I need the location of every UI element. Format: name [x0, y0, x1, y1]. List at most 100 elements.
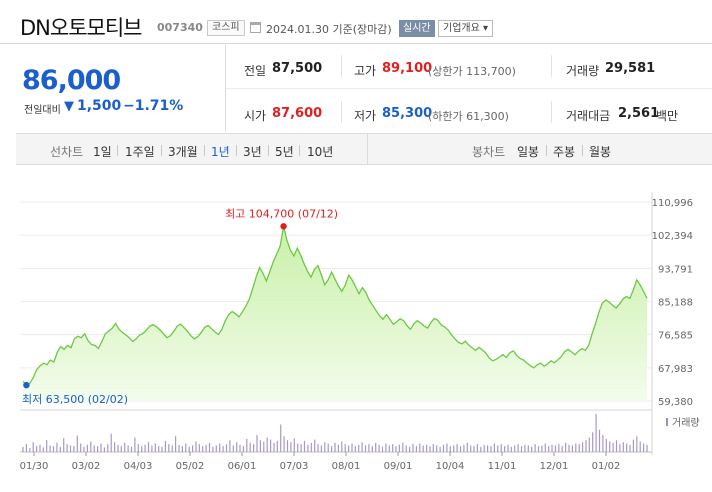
tab-1w[interactable]: 1주일 [125, 145, 155, 159]
volume-bar [171, 445, 173, 452]
volume-bar [405, 445, 407, 452]
volume-bar [25, 444, 27, 452]
volume-bar [364, 445, 367, 452]
lower-limit-text: (하한가 61,300) [428, 110, 509, 123]
tab-5y[interactable]: 5년 [275, 145, 294, 159]
volume-bar [114, 442, 116, 452]
volume-bar [117, 444, 119, 452]
tab-daily-candle[interactable]: 일봉 [517, 145, 540, 159]
low-point-marker [23, 381, 30, 389]
volume-bar [337, 444, 339, 452]
volume-bar [334, 442, 336, 452]
volume-bar [263, 441, 265, 452]
prev-close-value: 87,500 [272, 61, 323, 76]
volume-bar [442, 444, 445, 452]
volume-bar [270, 439, 272, 452]
volume-bar [646, 444, 648, 452]
tab-3y[interactable]: 3년 [243, 145, 262, 159]
volume-bar [595, 414, 597, 452]
tabs-divider [367, 133, 368, 165]
high-value: 89,100 [382, 61, 433, 76]
volume-bar [320, 445, 322, 452]
volume-bar [198, 444, 200, 452]
volume-bar [290, 442, 292, 452]
summary-divider [551, 101, 552, 123]
volume-bar [402, 442, 404, 452]
volume-bar [63, 438, 65, 452]
price-chart[interactable]: 110,996 102,394 93,791 85,188 76,585 67,983 59… [0, 190, 712, 492]
volume-bar [208, 442, 211, 452]
company-info-button[interactable]: 기업개요 ▾ [438, 20, 493, 37]
volume-bar [578, 444, 580, 452]
volume-bar [219, 443, 221, 452]
volume-bar [480, 446, 482, 452]
volume-bar [456, 444, 458, 452]
low-annotation: 최저 63,500 (02/02) [22, 393, 128, 406]
volume-bar [280, 424, 282, 452]
y-tick-label: 76,585 [658, 331, 693, 342]
volume-bar [493, 443, 495, 452]
amount-label: 거래대금 [566, 109, 611, 123]
volume-bar [178, 444, 180, 452]
volume-bar [317, 444, 319, 452]
x-tick-label: 06/01 [228, 461, 257, 472]
volume-bar [554, 445, 556, 452]
volume-bar [510, 446, 512, 452]
open-label: 시가 [244, 109, 267, 123]
volume-bar [487, 445, 489, 452]
volume-bar [639, 441, 641, 452]
volume-bar [514, 445, 516, 452]
volume-bar [222, 446, 224, 452]
volume-bar [398, 444, 400, 452]
tab-monthly-candle[interactable]: 월봉 [589, 145, 612, 159]
tab-separator [161, 145, 162, 156]
volume-bar [256, 435, 258, 452]
volume-bar [22, 446, 24, 452]
high-annotation: 최고 104,700 (07/12) [225, 207, 338, 220]
volume-bar [609, 441, 611, 452]
volume-bar [354, 446, 356, 452]
high-label: 고가 [354, 64, 377, 78]
volume-bar [412, 444, 414, 452]
tab-weekly-candle[interactable]: 주봉 [553, 145, 576, 159]
volume-bar [371, 446, 373, 452]
volume-bar [151, 445, 153, 452]
volume-bar [490, 446, 492, 452]
x-tick-label: 05/02 [176, 461, 205, 472]
volume-bar [575, 443, 577, 452]
volume-bar [388, 445, 390, 452]
volume-bar [378, 444, 380, 452]
volume-bar [524, 444, 526, 452]
volume-bar [276, 440, 278, 452]
tab-3m[interactable]: 3개월 [168, 145, 198, 159]
tab-1y[interactable]: 1년 [211, 145, 230, 159]
volume-bar [29, 448, 31, 452]
volume-bar [548, 446, 550, 452]
volume-bar [158, 446, 160, 452]
volume-legend-label: 거래량 [672, 417, 700, 429]
volume-bar [381, 446, 384, 452]
change-amount: 1,500 [77, 98, 122, 114]
volume-bar [175, 436, 177, 452]
volume-bar [619, 444, 621, 452]
tab-1d[interactable]: 1일 [93, 145, 112, 159]
volume-bar [137, 444, 139, 452]
x-tick-label: 01/02 [592, 461, 621, 472]
volume-bar [419, 443, 421, 452]
volume-bar [134, 437, 136, 452]
volume-bar [154, 443, 156, 452]
tab-separator [299, 145, 300, 156]
realtime-button[interactable]: 실시간 [399, 20, 435, 37]
down-arrow-icon: ▼ [64, 99, 74, 114]
volume-bar [202, 446, 204, 452]
volume-bar [517, 444, 519, 452]
volume-bar [605, 438, 607, 452]
volume-bar [375, 442, 377, 452]
volume-bar [446, 443, 448, 452]
volume-bar [103, 447, 105, 452]
volume-bar [531, 446, 533, 452]
volume-bar [107, 444, 109, 452]
tab-10y[interactable]: 10년 [307, 145, 334, 159]
volume-bar [361, 442, 363, 452]
volume-bar [195, 441, 197, 452]
